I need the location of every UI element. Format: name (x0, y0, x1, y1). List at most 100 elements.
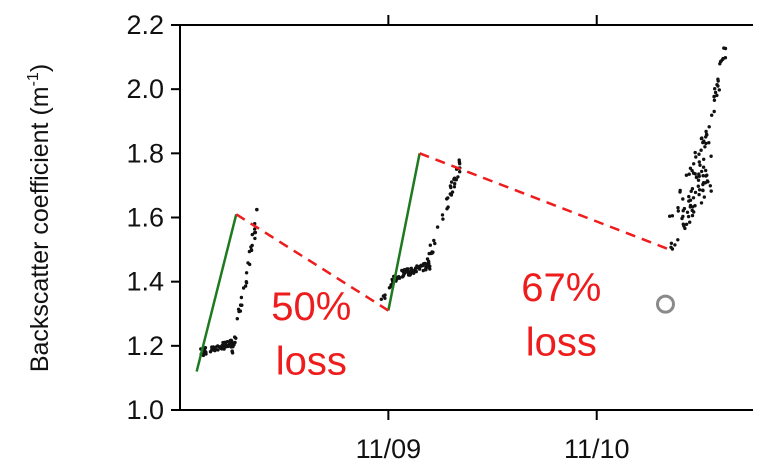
scatter-point (697, 174, 701, 178)
scatter-point (716, 79, 720, 83)
scatter-point (678, 188, 682, 193)
scatter-point (676, 238, 680, 242)
scatter-point (428, 243, 432, 247)
y-tick-label: 1.0 (126, 395, 164, 425)
scatter-point (244, 280, 248, 284)
scatter-point (701, 165, 706, 169)
scatter-point (458, 162, 462, 166)
scatter-point (723, 46, 728, 51)
scatter-point (230, 349, 234, 353)
scatter-point (243, 284, 248, 288)
loss-line (419, 152, 671, 251)
scatter-point (435, 225, 440, 229)
x-tick-label: 11/09 (356, 434, 422, 464)
scatter-point (698, 163, 702, 167)
scatter-point (692, 210, 696, 214)
scatter-point (201, 353, 206, 358)
scatter-point (681, 214, 685, 219)
scatter-point (704, 141, 708, 146)
scatter-point (203, 346, 208, 350)
y-tick-label: 1.2 (126, 331, 164, 361)
scatter-point (691, 196, 696, 200)
scatter-point (425, 262, 429, 266)
scatter-point (250, 243, 254, 248)
scatter-point (231, 341, 236, 345)
scatter-point (445, 207, 449, 211)
scatter-point (715, 93, 719, 98)
scatter-point (673, 243, 677, 247)
y-axis-title: Backscatter coefficient (m-1) (25, 64, 54, 372)
scatter-point (247, 249, 252, 254)
scatter-point (223, 343, 228, 347)
scatter-point (239, 303, 243, 307)
open-circle-marker (655, 294, 675, 314)
scatter-point (702, 195, 706, 199)
scatter-point (704, 168, 708, 173)
scatter-point (235, 317, 239, 321)
y-tick-label: 1.6 (126, 203, 164, 233)
scatter-point (204, 352, 208, 356)
scatter-point (693, 150, 697, 155)
scatter-point (253, 230, 258, 235)
scatter-point (390, 277, 394, 282)
scatter-point (690, 213, 695, 218)
scatter-point (417, 267, 422, 271)
y-axis-title-close: ) (26, 64, 54, 72)
scatter-point (432, 238, 436, 243)
scatter-point (379, 297, 383, 301)
loss-percent-label: 50% (271, 285, 351, 329)
scatter-point (453, 182, 457, 186)
scatter-point (421, 268, 425, 273)
scatter-point (686, 214, 691, 219)
plot-area: 1.0 1.2 1.4 1.6 1.8 2.0 2.2 11/09 11/10 50% loss 67… (126, 10, 753, 464)
scatter-point (219, 346, 224, 351)
scatter-point (440, 213, 445, 217)
scatter-point (687, 172, 691, 176)
scatter-point (454, 178, 458, 182)
scatter-point (681, 209, 685, 213)
scatter-point (719, 59, 723, 63)
scatter-point (703, 145, 707, 149)
scatter-point (433, 241, 437, 246)
scatter-point (691, 171, 696, 175)
scatter-point (228, 338, 232, 343)
y-tick-label: 1.8 (126, 138, 164, 168)
scatter-point (692, 162, 696, 166)
scatter-point (703, 181, 708, 185)
scatter-point (250, 232, 254, 237)
scatter-point (216, 348, 220, 352)
scatter-point (716, 84, 720, 88)
scatter-point (412, 271, 416, 275)
scatter-point (401, 273, 406, 277)
scatter-point (210, 348, 214, 352)
scatter-point (253, 236, 257, 241)
scatter-point (248, 262, 252, 267)
scatter-point (253, 227, 257, 231)
scatter-point (712, 95, 716, 99)
scatter-point (681, 222, 685, 226)
scatter-point (676, 209, 680, 213)
scatter-point (684, 173, 689, 177)
scatter-point (221, 340, 225, 345)
scatter-point (688, 220, 692, 224)
scatter-point (699, 148, 703, 152)
y-axis-title-superscript: -1 (25, 72, 42, 86)
scatter-point (694, 155, 698, 159)
scatter-point (688, 198, 693, 202)
scatter-point (693, 190, 698, 195)
scatter-point (441, 217, 445, 221)
scatter-point (699, 136, 704, 141)
scatter-point (233, 335, 237, 339)
scatter-point (450, 190, 455, 194)
scatter-point (668, 214, 672, 218)
scatter-point (458, 170, 462, 174)
scatter-point (689, 189, 693, 193)
scatter-point (691, 205, 695, 209)
scatter-point (713, 90, 718, 95)
scatter-point (255, 207, 259, 212)
scatter-point (709, 154, 713, 158)
svg-text:Backscatter coefficient (m-1): Backscatter coefficient (m-1) (25, 64, 54, 372)
scatter-point (708, 184, 712, 188)
scatter-point (694, 175, 699, 180)
